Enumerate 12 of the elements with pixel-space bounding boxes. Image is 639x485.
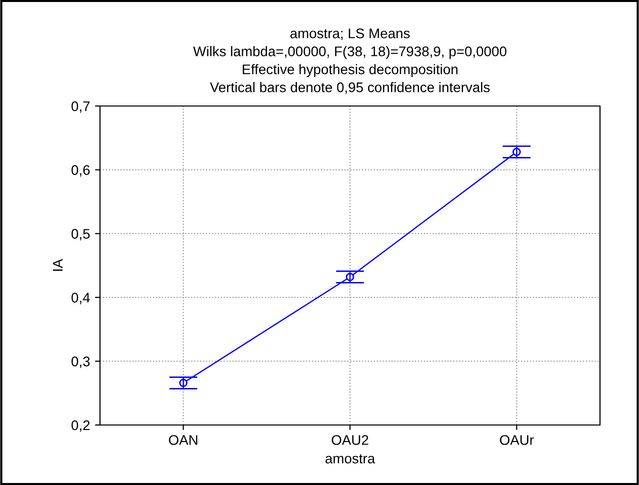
y-tick-label: 0,7: [72, 101, 90, 113]
chart-title: amostra; LS Means Wilks lambda=,00000, F(38, 18)=7938,9, p=0,0000 Effective hypothesis decomposition Vertical bars denote 0,95 confidence intervals: [193, 28, 506, 94]
y-axis-title: IA: [52, 258, 63, 271]
x-tick-label: OAN: [168, 435, 198, 445]
y-tick-label: 0,3: [72, 356, 90, 368]
y-tick-label: 0,2: [72, 420, 90, 432]
x-tick-label: OAU2: [332, 435, 368, 445]
y-tick-label: 0,4: [72, 292, 90, 304]
y-tick-label: 0,5: [72, 228, 90, 240]
x-tick-label: OAUr: [500, 435, 534, 445]
y-tick-label: 0,6: [72, 165, 90, 177]
x-axis-title: amostra: [326, 454, 376, 464]
